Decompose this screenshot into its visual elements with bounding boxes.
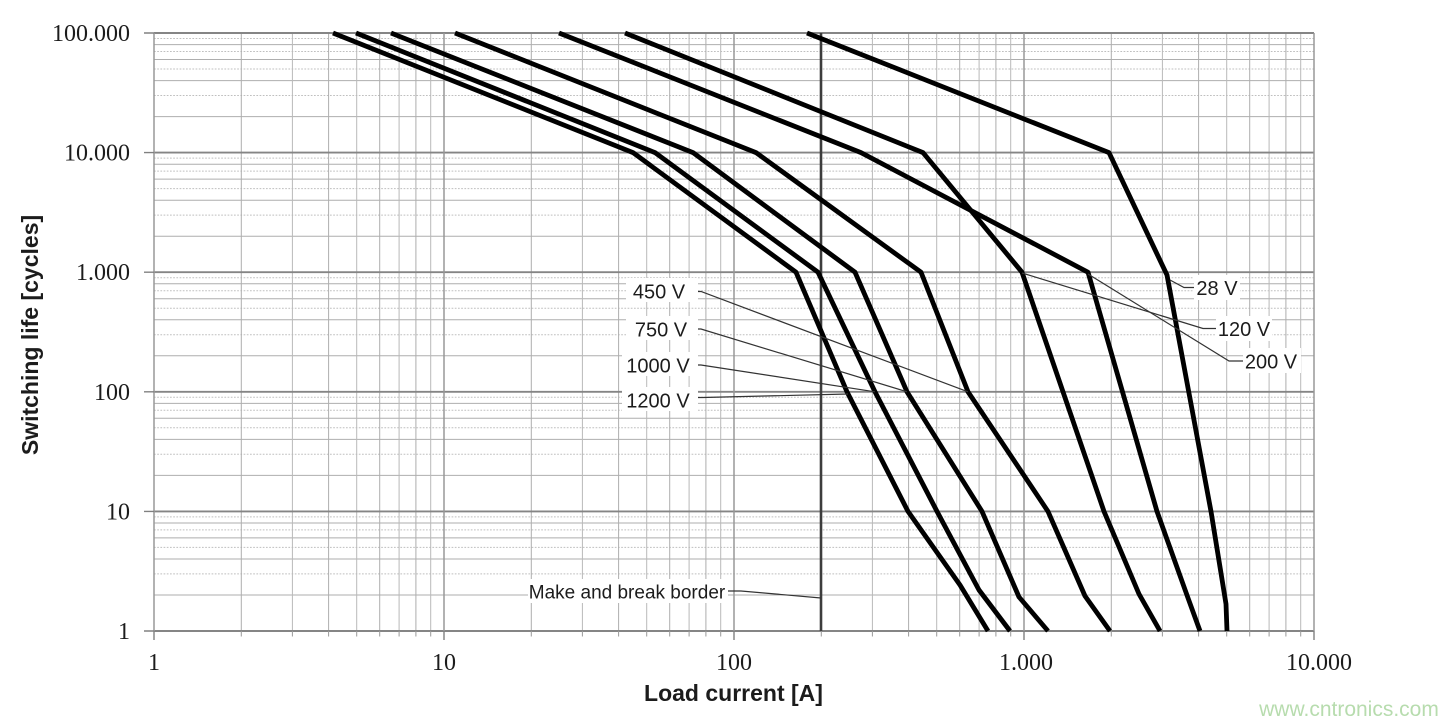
svg-text:Make and break border: Make and break border (529, 583, 726, 604)
svg-text:1: 1 (148, 650, 160, 676)
svg-text:10.000: 10.000 (1286, 650, 1352, 676)
svg-text:100: 100 (94, 380, 130, 406)
svg-text:1000 V: 1000 V (626, 356, 690, 378)
svg-text:100: 100 (716, 650, 752, 676)
svg-text:450 V: 450 V (633, 282, 686, 304)
svg-text:Switching life [cycles]: Switching life [cycles] (17, 215, 43, 455)
svg-text:10.000: 10.000 (64, 141, 130, 167)
svg-text:200 V: 200 V (1245, 352, 1298, 374)
svg-text:1.000: 1.000 (76, 260, 130, 286)
svg-text:1: 1 (118, 619, 130, 645)
svg-text:www.cntronics.com: www.cntronics.com (1258, 698, 1439, 721)
svg-text:28 V: 28 V (1196, 278, 1238, 300)
svg-text:100.000: 100.000 (52, 21, 130, 47)
svg-text:750 V: 750 V (635, 320, 688, 342)
svg-text:1.000: 1.000 (999, 650, 1053, 676)
svg-text:10: 10 (106, 499, 130, 525)
svg-text:1200 V: 1200 V (626, 391, 690, 413)
svg-text:Load current [A]: Load current [A] (644, 680, 823, 706)
svg-text:10: 10 (432, 650, 456, 676)
svg-text:120 V: 120 V (1218, 319, 1271, 341)
